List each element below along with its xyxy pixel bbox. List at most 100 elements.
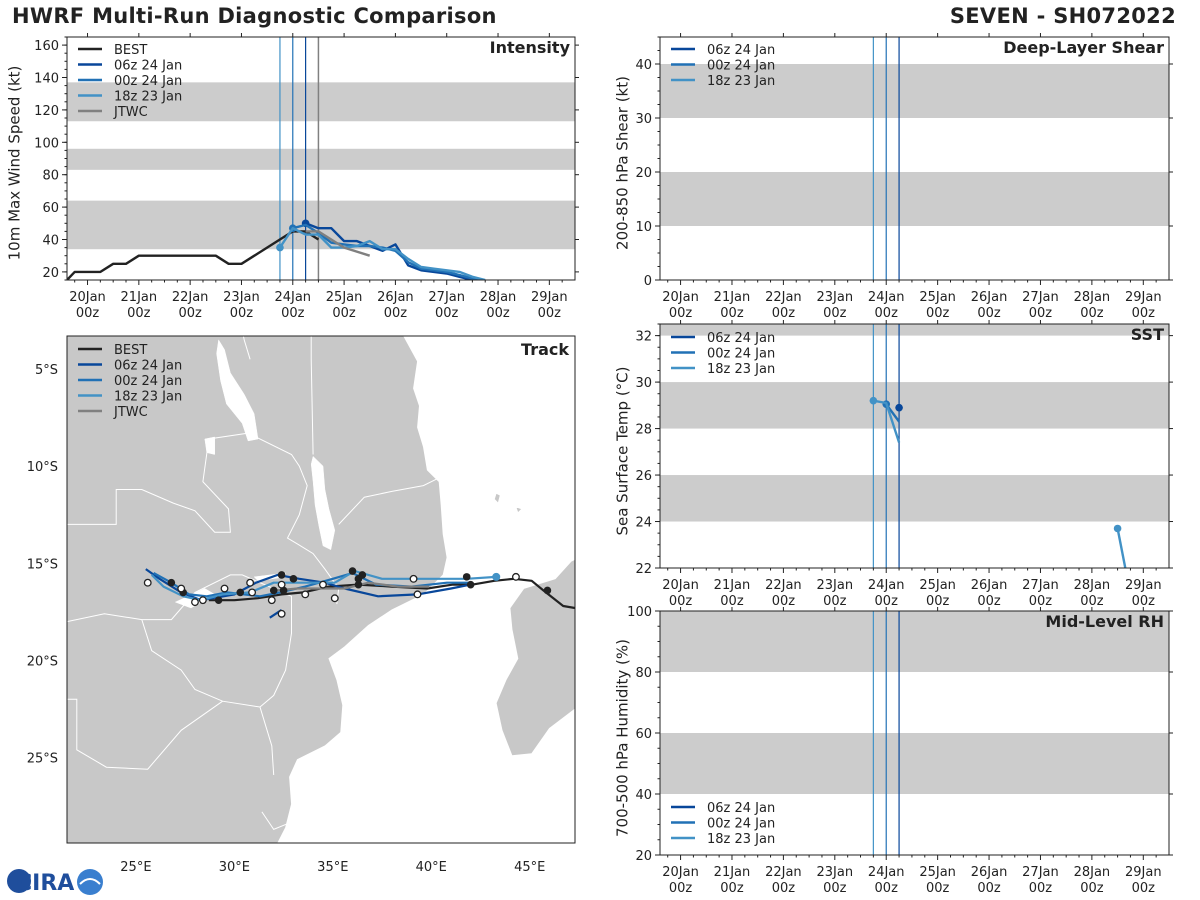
track-marker-open <box>409 574 418 583</box>
x-tick-label: 00z <box>384 306 408 321</box>
x-tick-label: 00z <box>669 306 693 321</box>
x-tick-label: 26Jan <box>377 290 414 305</box>
series-start-point <box>276 243 284 252</box>
track-marker-open <box>319 580 327 589</box>
y-tick-label: 30 <box>635 376 652 391</box>
track-marker-open <box>246 578 255 587</box>
series-start-point <box>895 403 903 412</box>
map-area <box>67 336 575 843</box>
track-marker-filled <box>289 575 298 583</box>
x-tick-label: 00z <box>926 306 950 321</box>
shade-band-0 <box>660 475 1169 522</box>
series-best-0 <box>67 230 320 280</box>
x-tick-label: 20Jan <box>69 290 106 305</box>
series-run_18z23-3 <box>1113 524 1127 568</box>
track-marker-open <box>191 598 199 607</box>
x-tick-label: 00z <box>1080 594 1104 609</box>
country-border-7 <box>310 336 314 455</box>
track-marker-open <box>330 594 339 603</box>
x-tick-label: 00z <box>1080 881 1104 896</box>
shade-band-1 <box>67 148 575 170</box>
x-tick-label: 29Jan <box>531 290 568 305</box>
legend-label-run_18z23: 18z 23 Jan <box>707 362 775 377</box>
track-marker-filled <box>466 580 475 589</box>
x-tick-label: 26Jan <box>971 290 1008 305</box>
x-tick-label: 00z <box>772 594 796 609</box>
legend-label-run_06z24: 06z 24 Jan <box>114 359 182 374</box>
legend-label-run_00z24: 00z 24 Jan <box>707 347 775 362</box>
x-tick-label: 28Jan <box>1074 865 1111 880</box>
x-tick-label: 00z <box>281 306 305 321</box>
x-tick-label: 27Jan <box>428 290 465 305</box>
x-tick-label: 00z <box>720 306 744 321</box>
x-tick-label: 00z <box>720 881 744 896</box>
axes-frame <box>659 323 1170 569</box>
panel-title: Mid-Level RH <box>1045 612 1164 631</box>
map-lat-label: 25°S <box>27 752 58 767</box>
x-tick-label: 00z <box>926 594 950 609</box>
series-start-point <box>1113 524 1122 533</box>
map-lat-label: 15°S <box>27 557 58 572</box>
y-tick-label: 40 <box>42 234 59 249</box>
x-tick-label: 20Jan <box>662 290 699 305</box>
x-tick-label: 00z <box>977 306 1001 321</box>
x-tick-label: 21Jan <box>121 290 158 305</box>
x-tick-label: 00z <box>1132 306 1156 321</box>
x-tick-label: 24Jan <box>274 290 311 305</box>
shade-band-0 <box>67 200 575 250</box>
map-lat-label: 20°S <box>27 654 58 669</box>
map-lon-label: 25°E <box>120 860 151 875</box>
legend-label-best: BEST <box>114 43 147 58</box>
map-lat-label: 10°S <box>27 460 58 475</box>
panel-rh: 20Jan00z21Jan00z22Jan00z23Jan00z24Jan00z… <box>614 605 1173 896</box>
y-tick-label: 160 <box>34 39 59 54</box>
y-tick-label: 100 <box>627 605 652 620</box>
y-tick-label: 20 <box>635 166 652 181</box>
x-tick-label: 25Jan <box>919 578 956 593</box>
legend-label-run_06z24: 06z 24 Jan <box>707 331 775 346</box>
legend-label-run_06z24: 06z 24 Jan <box>114 59 182 74</box>
x-tick-label: 27Jan <box>1022 290 1059 305</box>
x-tick-label: 00z <box>926 881 950 896</box>
x-tick-label: 23Jan <box>817 865 854 880</box>
map-lon-label: 30°E <box>219 860 250 875</box>
track-marker-open <box>143 578 152 587</box>
x-tick-label: 00z <box>435 306 459 321</box>
shade-band-2 <box>67 82 575 122</box>
cira-logo: CIRA <box>7 869 103 896</box>
x-tick-label: 23Jan <box>817 578 854 593</box>
y-tick-label: 20 <box>42 266 59 281</box>
x-tick-label: 28Jan <box>480 290 517 305</box>
x-tick-label: 00z <box>823 594 847 609</box>
track-marker-filled <box>543 586 552 595</box>
track-marker-open <box>220 584 229 593</box>
legend-label-run_18z23: 18z 23 Jan <box>114 390 182 405</box>
x-tick-label: 00z <box>977 881 1001 896</box>
logo-text: CIRA <box>16 871 74 896</box>
country-border-1 <box>247 432 340 605</box>
x-tick-label: 22Jan <box>765 578 802 593</box>
x-tick-label: 23Jan <box>817 290 854 305</box>
x-tick-label: 26Jan <box>971 865 1008 880</box>
track-marker-open <box>413 590 422 599</box>
x-tick-label: 00z <box>332 306 356 321</box>
x-tick-label: 00z <box>230 306 254 321</box>
y-tick-label: 80 <box>635 666 652 681</box>
x-tick-label: 25Jan <box>919 865 956 880</box>
x-tick-label: 21Jan <box>714 578 751 593</box>
x-tick-label: 00z <box>538 306 562 321</box>
storm-id: SEVEN - SH072022 <box>949 4 1176 28</box>
shade-band-1 <box>660 64 1169 118</box>
series-jtwc-4 <box>305 230 371 257</box>
x-tick-label: 00z <box>772 306 796 321</box>
x-tick-label: 29Jan <box>1125 865 1162 880</box>
y-tick-label: 28 <box>635 423 652 438</box>
track-marker-open <box>198 596 207 605</box>
track-marker-open <box>248 588 257 597</box>
shade-band-2 <box>660 324 1169 336</box>
track-marker-filled <box>358 571 367 579</box>
x-tick-label: 20Jan <box>662 578 699 593</box>
axes-frame <box>66 335 576 844</box>
x-tick-label: 00z <box>1080 306 1104 321</box>
